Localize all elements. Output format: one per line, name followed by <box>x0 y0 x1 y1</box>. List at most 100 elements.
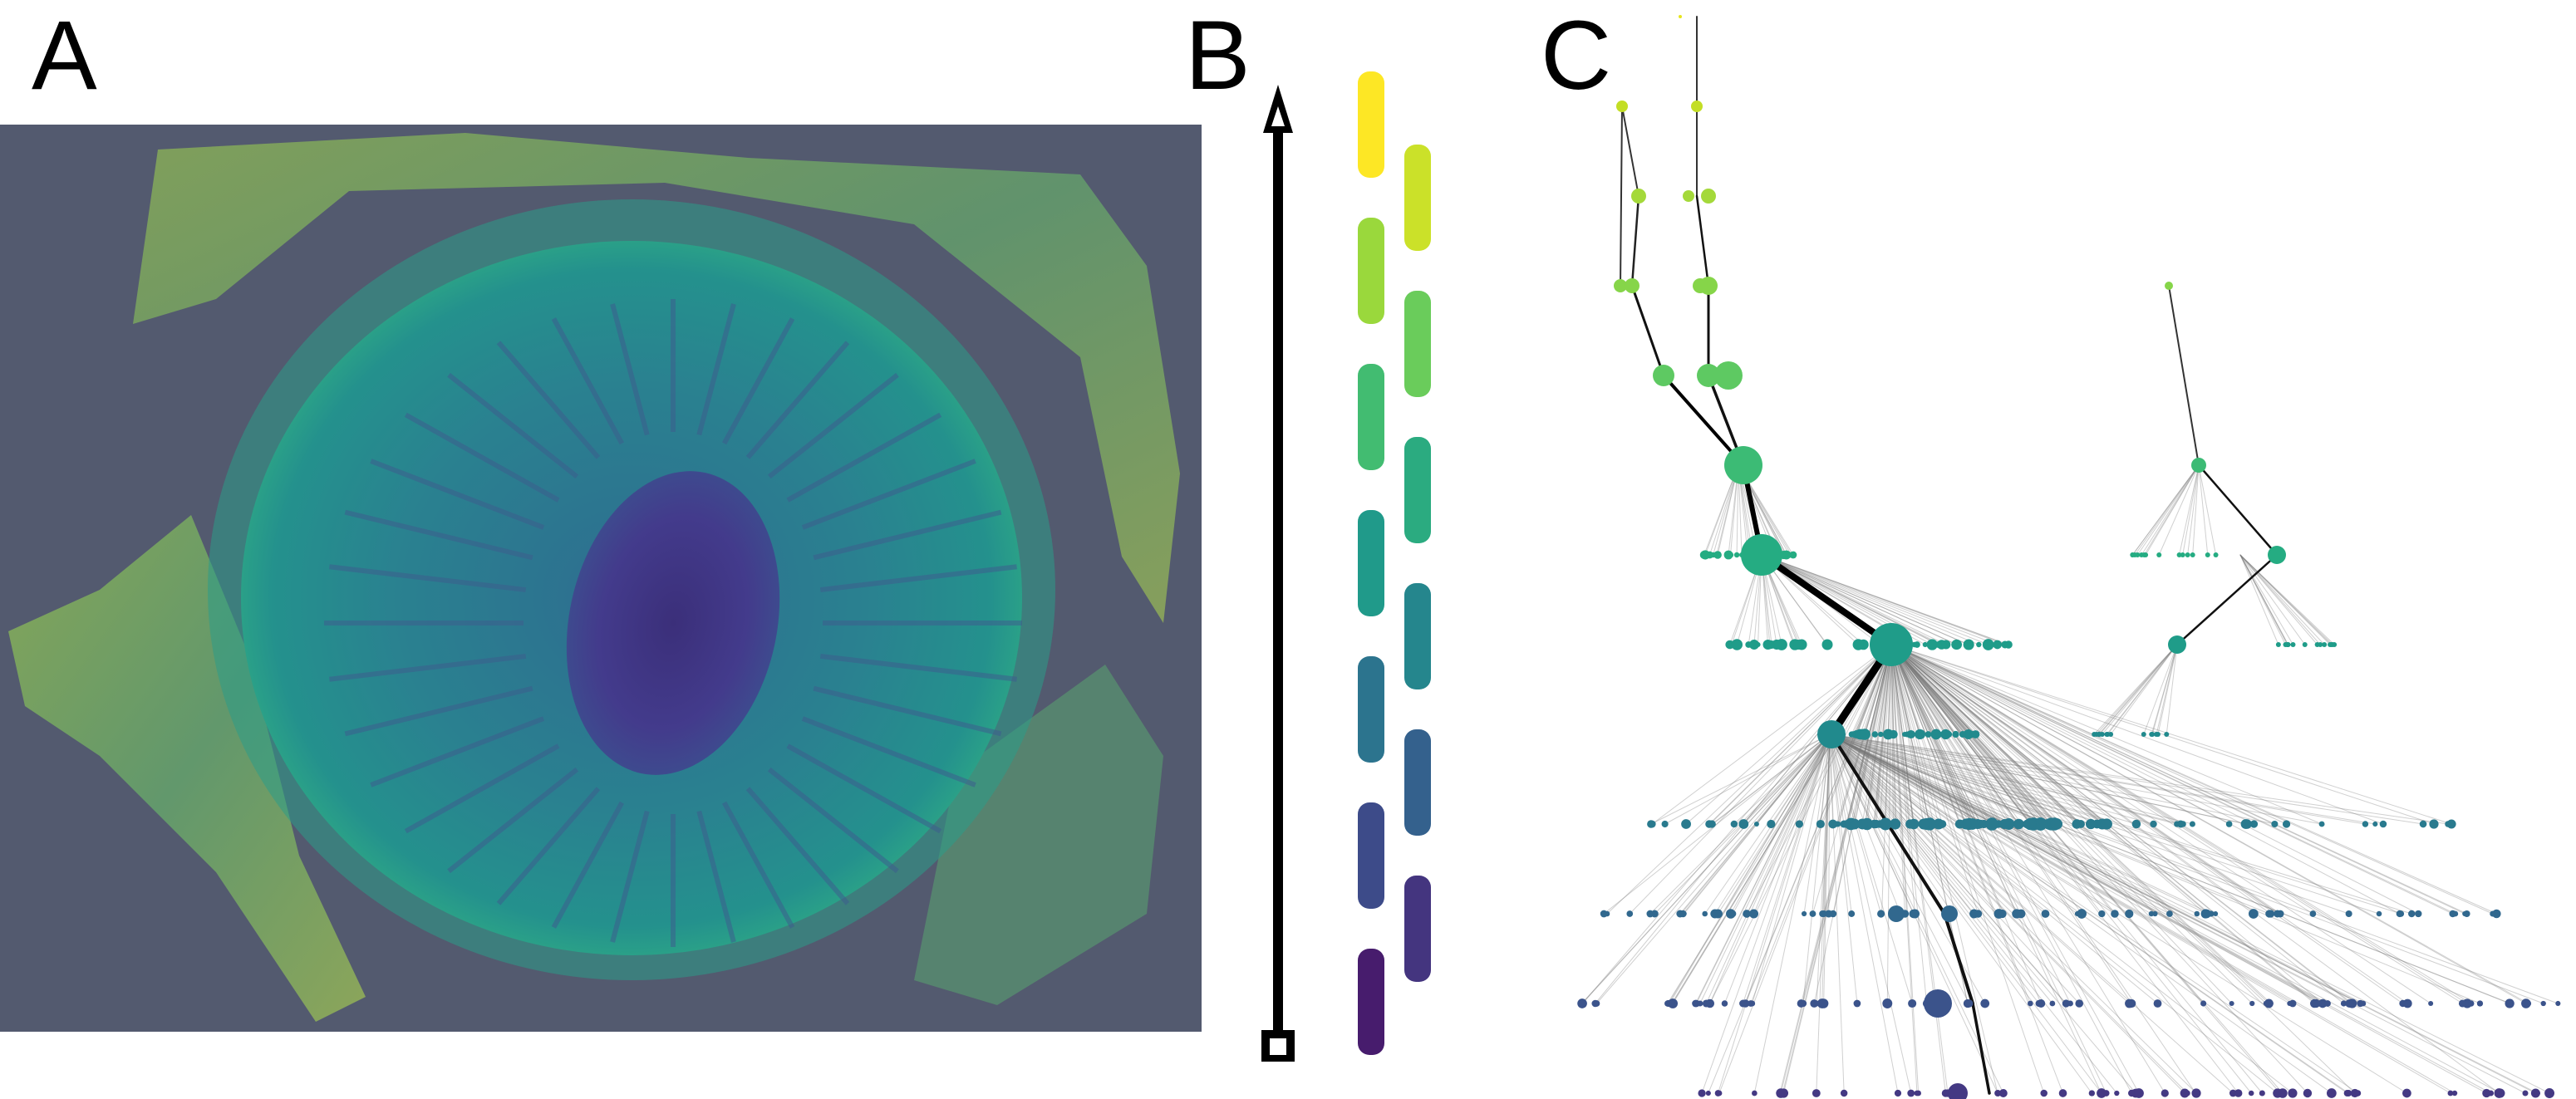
tree-edge <box>1761 554 1969 645</box>
tree-node <box>1882 729 1894 740</box>
tree-edge <box>1890 644 1911 825</box>
tree-edge <box>1829 733 2511 1004</box>
color-bar <box>1404 729 1431 836</box>
tree-edge <box>1890 644 2254 915</box>
tree-node <box>1976 641 1982 648</box>
tree-edge <box>2141 464 2200 556</box>
tree-edge <box>1829 733 1912 1094</box>
tree-node <box>1650 910 1659 918</box>
tree-edge <box>1595 733 1831 1004</box>
tree-node <box>2524 1000 2532 1007</box>
tree-edge <box>1829 733 2359 1094</box>
tree-node <box>1714 361 1743 390</box>
tree-edge <box>2239 554 2279 645</box>
tree-edge <box>1890 644 2107 825</box>
tree-edge <box>1890 644 2045 1094</box>
tree-node <box>2112 910 2118 917</box>
tree-node <box>2176 552 2182 557</box>
tree-edge <box>1829 733 2044 825</box>
tree-edge <box>1761 554 1943 645</box>
tree-edge <box>1753 733 1831 915</box>
tree-node <box>2345 999 2354 1008</box>
tree-edge <box>1802 733 1831 1004</box>
tree-edge <box>2099 644 2178 735</box>
tree-edge <box>2197 464 2279 557</box>
tree-edge <box>1890 644 2344 1004</box>
tree-edge <box>2239 554 2288 645</box>
tree-edge <box>1685 644 1892 825</box>
tree-node <box>1871 731 1879 738</box>
tree-node <box>2141 732 2146 737</box>
tree-edge <box>1829 733 2412 915</box>
tree-edge <box>1890 644 2352 1004</box>
tree-edge <box>1890 644 2184 825</box>
tree-edge <box>1971 1002 1991 1095</box>
tree-edge <box>1890 644 2263 1094</box>
tree-node <box>2402 1088 2411 1098</box>
tree-node <box>1998 820 2007 828</box>
tree-node <box>1925 731 1932 738</box>
tree-edge <box>1890 644 1905 915</box>
tree-edge <box>2151 644 2178 735</box>
tree-node <box>1998 909 2007 919</box>
eye-volume-rendering <box>0 125 1202 1032</box>
tree-node <box>1930 729 1942 740</box>
tree-edge <box>1823 733 1831 915</box>
tree-edge <box>1890 644 2456 915</box>
tree-edge <box>1664 733 1831 825</box>
tree-edge <box>1829 733 1845 825</box>
tree-edge <box>1832 644 1892 915</box>
tree-edge <box>1890 644 2206 915</box>
color-bar <box>1404 437 1431 543</box>
tree-edge <box>1829 733 2323 825</box>
tree-edge <box>1829 733 2550 1094</box>
color-scale-svg <box>1261 71 1431 1062</box>
tree-edge <box>1881 644 1892 915</box>
tree-edge <box>1606 644 1892 915</box>
tree-nodes <box>1577 15 2561 1099</box>
tree-node <box>2161 1089 2169 1097</box>
tree-node <box>2049 1000 2056 1007</box>
tree-node <box>1829 910 1837 918</box>
tree-edge <box>2239 554 2335 645</box>
tree-node <box>2075 999 2084 1008</box>
tree-node <box>1965 641 1972 648</box>
tree-edge <box>1761 554 1947 645</box>
tree-edge <box>1890 644 2529 1004</box>
tree-node <box>2314 642 2320 647</box>
tree-edge <box>1890 644 2080 825</box>
tree-edge <box>1829 733 2067 1004</box>
tree-edge <box>1829 733 1981 825</box>
tree-node <box>2098 910 2106 918</box>
tree-node <box>2482 1088 2491 1098</box>
tree-edge <box>1829 733 1970 1004</box>
tree-node <box>2168 635 2186 654</box>
tree-graph-panel <box>1479 0 2576 1099</box>
tree-node <box>1710 909 1720 919</box>
tree-node <box>1934 641 1942 648</box>
tree-node <box>2248 909 2259 919</box>
tree-edge <box>1758 552 1895 648</box>
tree-node <box>2134 1088 2144 1098</box>
tree-edge <box>1829 733 2401 915</box>
tree-edge <box>1890 644 2452 825</box>
tree-edge <box>1829 733 2246 825</box>
tree-node <box>2125 909 2134 919</box>
tree-edge <box>2192 464 2200 556</box>
tree-edge <box>1829 733 2348 1094</box>
iris-ridge <box>610 303 650 436</box>
tree-node <box>2194 910 2200 917</box>
panel-label-a: A <box>32 1 97 110</box>
tree-edge <box>1890 644 2107 1094</box>
tree-node <box>2540 1000 2546 1007</box>
tree-node <box>1910 909 1920 919</box>
tree-edge <box>1829 733 2178 825</box>
tree-edge <box>1890 644 2102 1094</box>
tree-edge <box>1829 733 2487 1094</box>
tree-node <box>2213 552 2219 557</box>
iris-ridge <box>329 564 527 593</box>
tree-edge <box>1829 733 1913 1004</box>
tree-edge <box>1650 733 1831 825</box>
tree-edge <box>1890 644 2216 915</box>
tree-edge <box>1829 733 1984 825</box>
